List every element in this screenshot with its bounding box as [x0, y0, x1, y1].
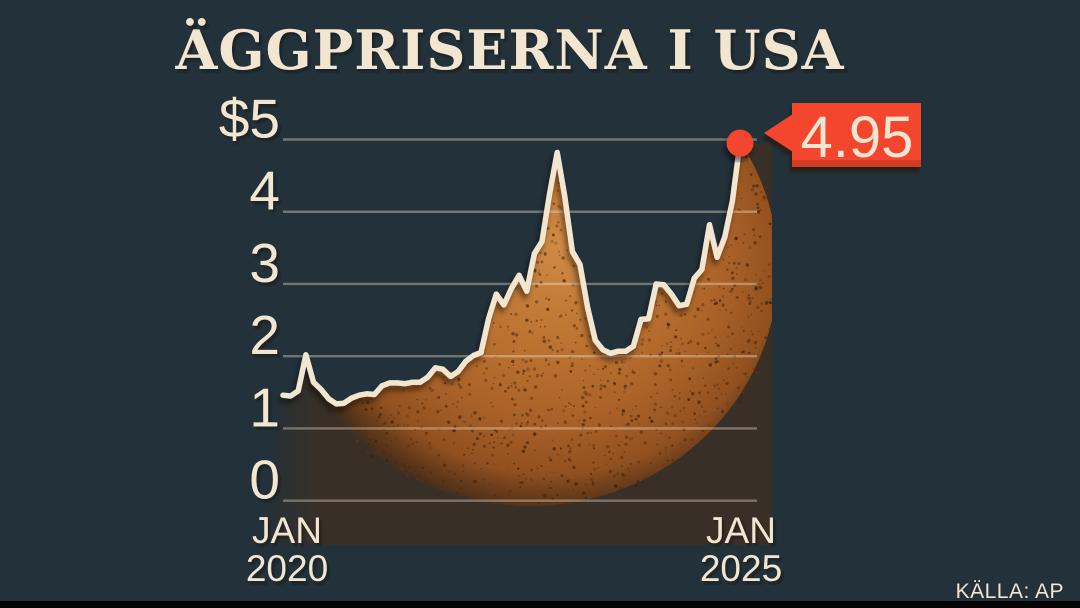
x-axis-labels: JAN 2020 JAN 2025	[246, 510, 782, 589]
egg-speckles	[310, 153, 772, 507]
callout-value: 4.95	[801, 105, 914, 170]
y-tick-label: 3	[249, 232, 280, 294]
y-axis-labels: $5 4 3 2 1 0	[219, 88, 280, 511]
callout-arrow-icon	[764, 114, 793, 152]
callout-box	[792, 103, 921, 167]
price-callout: 4.95	[764, 103, 921, 170]
bottom-bar	[0, 601, 1080, 608]
x-tick-jan-2020-line1: JAN	[252, 510, 322, 551]
latest-point-dot	[726, 129, 754, 157]
y-tick-label: 4	[249, 160, 280, 222]
x-tick-jan-2025-line1: JAN	[706, 510, 776, 551]
price-line	[280, 140, 743, 407]
chart-title: ÄGGPRISERNA I USA	[174, 17, 844, 82]
y-tick-label: 0	[249, 449, 280, 511]
source-credit: KÄLLA: AP	[956, 580, 1064, 603]
x-tick-jan-2025-line2: 2025	[700, 548, 782, 589]
y-tick-label: $5	[219, 88, 280, 150]
x-tick-jan-2020-line2: 2020	[246, 548, 328, 589]
y-tick-label: 1	[249, 376, 280, 438]
gridlines	[283, 138, 757, 502]
callout-box-shade	[792, 160, 921, 167]
y-tick-label: 2	[249, 304, 280, 366]
